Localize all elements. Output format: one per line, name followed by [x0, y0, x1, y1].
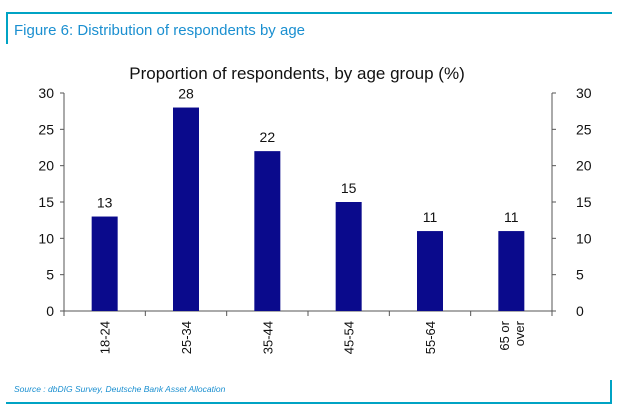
bar [417, 231, 443, 311]
y-tick-label-right: 30 [576, 85, 592, 101]
frame-top-rule [6, 12, 612, 14]
chart-title: Proportion of respondents, by age group … [129, 64, 464, 83]
category-label-line: 65 or [497, 320, 512, 350]
source-note: Source : dbDIG Survey, Deutsche Bank Ass… [14, 384, 226, 394]
category-label-line: 35-44 [260, 321, 275, 354]
y-tick-label-right: 5 [576, 267, 584, 283]
bar-data-label: 28 [178, 86, 194, 102]
frame-right-rule [610, 380, 612, 404]
category-label-line: 45-54 [342, 321, 357, 354]
category-label: 45-54 [342, 321, 357, 354]
category-label: 25-34 [179, 321, 194, 354]
chart-bars [91, 107, 525, 312]
y-tick-label-left: 10 [38, 230, 54, 246]
y-tick-label-left: 0 [46, 303, 54, 319]
category-label: 55-64 [423, 321, 438, 354]
chart-category-labels: 18-24 25-34 35-44 45-54 55-64 65 or over [98, 320, 527, 354]
frame-bottom-rule [6, 402, 612, 404]
y-tick-label-right: 25 [576, 121, 592, 137]
y-tick-label-right: 0 [576, 303, 584, 319]
category-label: 18-24 [98, 321, 113, 354]
y-tick-label-left: 5 [46, 267, 54, 283]
frame-left-rule [6, 12, 8, 44]
y-tick-label-left: 15 [38, 194, 54, 210]
y-tick-label-right: 20 [576, 158, 592, 174]
y-tick-label-right: 10 [576, 230, 592, 246]
y-tick-label-left: 30 [38, 85, 54, 101]
bar [91, 216, 118, 311]
y-tick-label-left: 20 [38, 158, 54, 174]
bar-data-label: 11 [423, 209, 438, 225]
bar [173, 107, 199, 312]
bar [335, 202, 362, 311]
bar [498, 231, 525, 311]
bar-data-label: 15 [341, 180, 357, 196]
bar-data-label: 11 [504, 209, 519, 225]
figure-title: Figure 6: Distribution of respondents by… [14, 22, 305, 39]
category-label-line: 25-34 [179, 321, 194, 354]
category-label-line: 18-24 [98, 321, 113, 354]
y-tick-label-left: 25 [38, 121, 54, 137]
category-label-line: over [512, 320, 527, 346]
chart-axes: 0 0 5 5 10 10 15 15 20 20 25 25 30 30 [38, 85, 591, 319]
bar-data-label: 22 [260, 129, 276, 145]
bar-data-label: 13 [97, 195, 113, 211]
category-label: 35-44 [260, 321, 275, 354]
category-label: 65 or over [497, 320, 527, 350]
y-tick-label-right: 15 [576, 194, 592, 210]
chart-data-labels: 13 28 22 15 11 11 [97, 86, 519, 226]
category-label-line: 55-64 [423, 321, 438, 354]
bar [254, 151, 281, 311]
